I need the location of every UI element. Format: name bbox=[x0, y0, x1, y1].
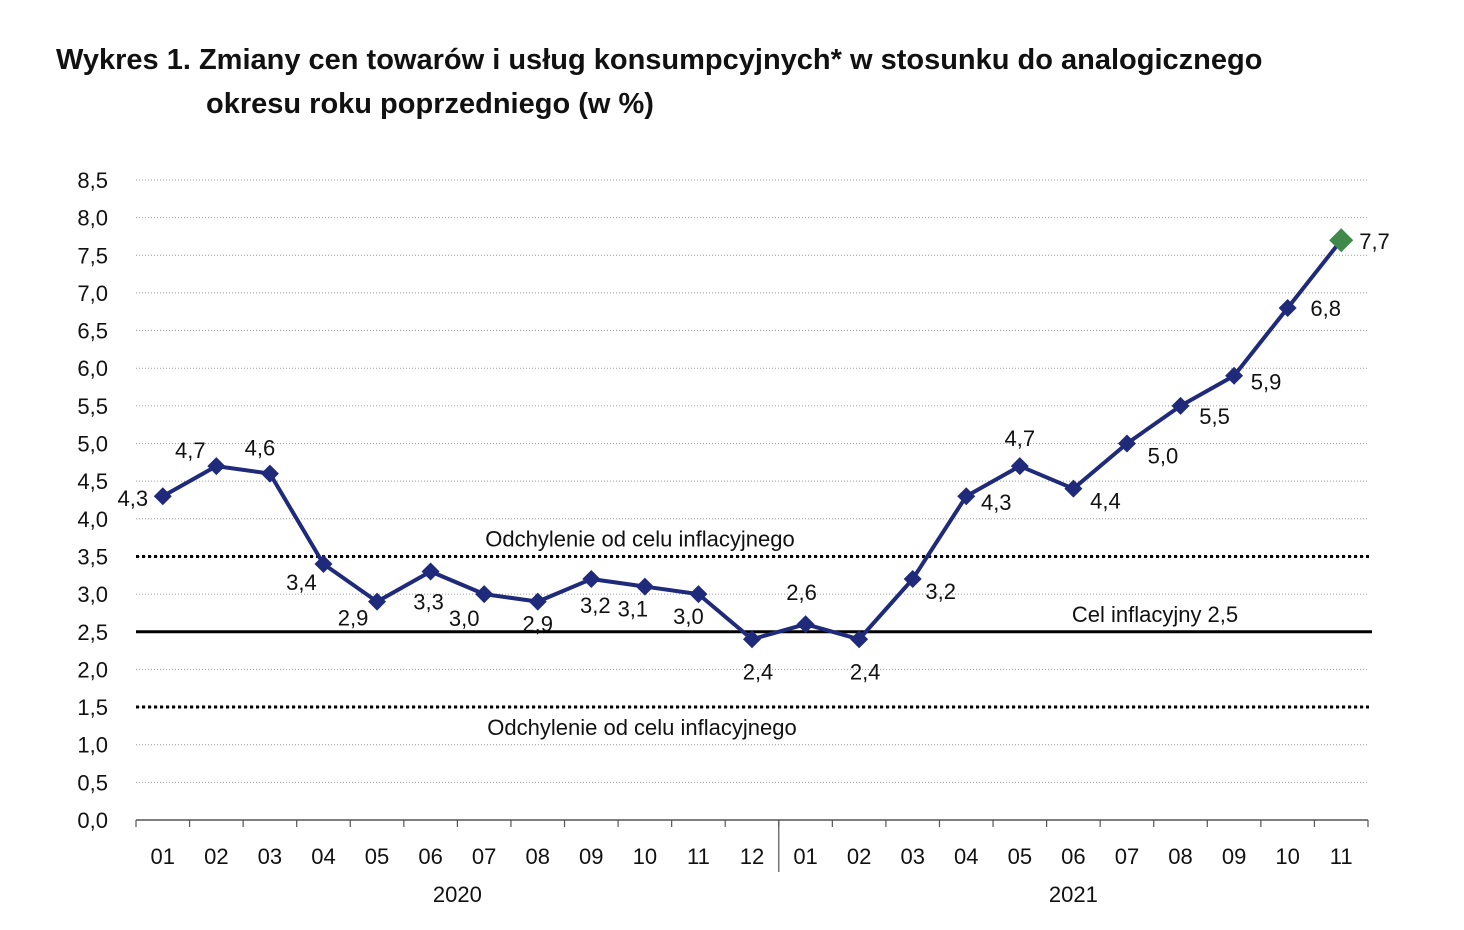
y-tick-label: 5,0 bbox=[77, 432, 108, 457]
y-tick-label: 8,5 bbox=[77, 168, 108, 193]
x-tick-label: 08 bbox=[525, 844, 549, 869]
data-label: 4,4 bbox=[1090, 489, 1121, 514]
y-tick-label: 2,0 bbox=[77, 657, 108, 682]
data-label: 3,0 bbox=[449, 606, 480, 631]
data-point bbox=[903, 570, 922, 589]
data-point bbox=[528, 592, 547, 611]
inflation-target-label: Cel inflacyjny 2,5 bbox=[1072, 602, 1238, 627]
y-tick-label: 8,0 bbox=[77, 206, 108, 231]
y-tick-label: 3,0 bbox=[77, 582, 108, 607]
data-point bbox=[368, 592, 387, 611]
data-label: 2,4 bbox=[743, 659, 774, 684]
data-point bbox=[421, 562, 440, 581]
x-tick-label: 10 bbox=[633, 844, 657, 869]
y-tick-label: 7,0 bbox=[77, 281, 108, 306]
series-line bbox=[161, 238, 1343, 642]
data-point bbox=[1225, 366, 1244, 385]
data-point bbox=[796, 615, 815, 634]
y-tick-label: 0,5 bbox=[77, 770, 108, 795]
data-point bbox=[260, 464, 279, 483]
data-label: 3,2 bbox=[580, 593, 611, 618]
data-point bbox=[1117, 434, 1136, 453]
data-label: 5,5 bbox=[1199, 404, 1230, 429]
year-label: 2020 bbox=[433, 882, 482, 907]
x-tick-label: 01 bbox=[793, 844, 817, 869]
data-point bbox=[689, 585, 708, 604]
x-tick-label: 03 bbox=[258, 844, 282, 869]
y-tick-label: 4,0 bbox=[77, 507, 108, 532]
data-point bbox=[207, 457, 226, 476]
x-tick-label: 12 bbox=[740, 844, 764, 869]
x-tick-label: 10 bbox=[1275, 844, 1299, 869]
data-label: 5,9 bbox=[1251, 370, 1282, 395]
x-tick-label: 02 bbox=[204, 844, 228, 869]
data-point bbox=[314, 554, 333, 573]
data-label: 4,3 bbox=[117, 486, 148, 511]
x-tick-label: 11 bbox=[1330, 844, 1353, 869]
y-tick-label: 3,5 bbox=[77, 544, 108, 569]
data-label: 3,1 bbox=[618, 597, 649, 622]
data-label: 2,9 bbox=[522, 612, 553, 637]
data-label: 2,9 bbox=[338, 606, 369, 631]
data-point bbox=[1278, 298, 1297, 317]
data-label: 3,2 bbox=[925, 579, 956, 604]
data-label: 2,6 bbox=[786, 580, 817, 605]
x-tick-label: 06 bbox=[1061, 844, 1085, 869]
data-point bbox=[1171, 396, 1190, 415]
x-tick-label: 09 bbox=[1222, 844, 1246, 869]
data-point bbox=[582, 570, 601, 589]
y-tick-label: 0,0 bbox=[77, 808, 108, 833]
y-tick-label: 1,5 bbox=[77, 695, 108, 720]
x-tick-label: 07 bbox=[472, 844, 496, 869]
y-tick-label: 4,5 bbox=[77, 469, 108, 494]
data-point bbox=[957, 487, 976, 506]
y-tick-label: 1,0 bbox=[77, 733, 108, 758]
data-label: 4,7 bbox=[1005, 426, 1036, 451]
x-tick-label: 08 bbox=[1168, 844, 1192, 869]
tolerance-band-label: Odchylenie od celu inflacyjnego bbox=[485, 526, 794, 551]
data-label: 6,8 bbox=[1310, 296, 1341, 321]
data-point bbox=[153, 487, 172, 506]
x-tick-label: 02 bbox=[847, 844, 871, 869]
x-tick-label: 07 bbox=[1115, 844, 1139, 869]
x-tick-label: 04 bbox=[311, 844, 335, 869]
x-tick-label: 01 bbox=[151, 844, 175, 869]
x-tick-label: 05 bbox=[1008, 844, 1032, 869]
data-label: 3,3 bbox=[413, 590, 444, 615]
data-point bbox=[1329, 228, 1354, 253]
data-point bbox=[635, 577, 654, 596]
tolerance-band-label: Odchylenie od celu inflacyjnego bbox=[487, 715, 796, 740]
y-tick-label: 5,5 bbox=[77, 394, 108, 419]
x-tick-label: 06 bbox=[418, 844, 442, 869]
chart-title-line1: Wykres 1. Zmiany cen towarów i usług kon… bbox=[56, 44, 1263, 76]
data-label: 4,7 bbox=[175, 438, 206, 463]
x-tick-label: 05 bbox=[365, 844, 389, 869]
x-tick-label: 11 bbox=[687, 844, 710, 869]
x-tick-label: 09 bbox=[579, 844, 603, 869]
data-label: 5,0 bbox=[1148, 444, 1179, 469]
data-label: 3,4 bbox=[286, 570, 317, 595]
chart-title: Wykres 1. Zmiany cen towarów i usług kon… bbox=[56, 38, 1262, 126]
year-label: 2021 bbox=[1049, 882, 1098, 907]
y-tick-label: 7,5 bbox=[77, 243, 108, 268]
y-tick-label: 6,0 bbox=[77, 356, 108, 381]
chart-title-line2: okresu roku poprzedniego (w %) bbox=[206, 88, 654, 120]
x-tick-label: 04 bbox=[954, 844, 978, 869]
data-point bbox=[743, 630, 761, 649]
data-label: 4,3 bbox=[981, 490, 1012, 515]
data-label: 3,0 bbox=[673, 604, 704, 629]
data-point bbox=[1010, 457, 1029, 476]
data-point bbox=[475, 585, 494, 604]
y-tick-label: 2,5 bbox=[77, 620, 108, 645]
data-point bbox=[850, 630, 869, 649]
y-tick-label: 6,5 bbox=[77, 319, 108, 344]
data-label: 2,4 bbox=[850, 659, 881, 684]
data-label: 7,7 bbox=[1359, 229, 1390, 254]
data-label: 4,6 bbox=[245, 436, 276, 461]
x-tick-label: 03 bbox=[900, 844, 924, 869]
data-point bbox=[1064, 479, 1083, 498]
